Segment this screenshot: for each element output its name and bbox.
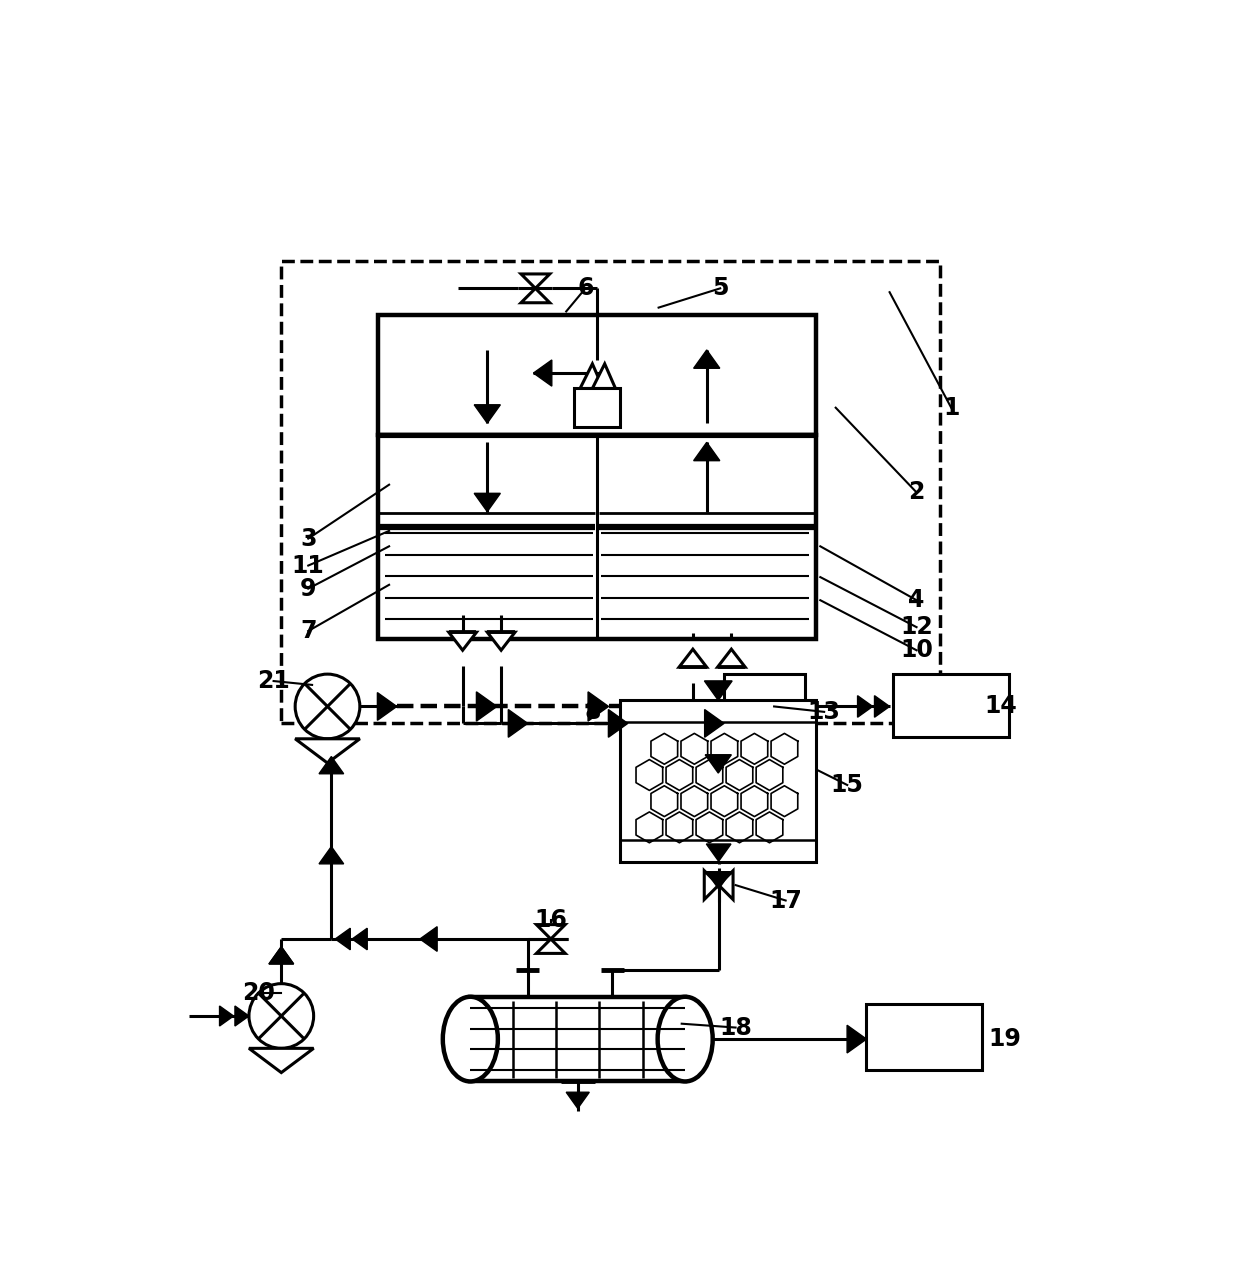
Text: 20: 20 [242, 980, 274, 1005]
Polygon shape [319, 756, 343, 773]
Polygon shape [219, 1006, 233, 1027]
Polygon shape [706, 755, 732, 773]
Polygon shape [537, 940, 565, 954]
Polygon shape [593, 364, 615, 388]
Polygon shape [693, 349, 719, 369]
Polygon shape [874, 695, 889, 717]
Polygon shape [249, 1048, 314, 1073]
Polygon shape [335, 928, 350, 950]
Polygon shape [693, 443, 719, 461]
Polygon shape [474, 404, 501, 424]
FancyBboxPatch shape [377, 315, 816, 435]
Polygon shape [609, 709, 627, 737]
Text: 9: 9 [300, 577, 316, 600]
Polygon shape [377, 692, 397, 721]
Polygon shape [508, 709, 528, 737]
Polygon shape [295, 739, 360, 763]
Polygon shape [487, 632, 515, 650]
Text: 13: 13 [807, 700, 841, 724]
Ellipse shape [657, 997, 713, 1082]
Polygon shape [580, 364, 603, 388]
Text: 17: 17 [769, 888, 802, 913]
Text: 10: 10 [900, 639, 932, 662]
Text: 2: 2 [909, 480, 925, 504]
Polygon shape [588, 691, 609, 721]
Polygon shape [449, 632, 476, 650]
Text: 14: 14 [985, 695, 1018, 718]
FancyBboxPatch shape [867, 1005, 982, 1070]
Polygon shape [704, 681, 732, 700]
Polygon shape [521, 288, 549, 303]
Polygon shape [718, 649, 745, 667]
Text: 18: 18 [719, 1015, 751, 1039]
Polygon shape [521, 274, 549, 288]
Text: 6: 6 [577, 276, 594, 301]
Text: 11: 11 [291, 553, 325, 577]
FancyBboxPatch shape [894, 675, 1009, 737]
Polygon shape [269, 947, 294, 964]
Polygon shape [234, 1006, 249, 1027]
Polygon shape [858, 695, 873, 717]
Polygon shape [847, 1025, 867, 1053]
Polygon shape [319, 846, 343, 864]
Circle shape [249, 983, 314, 1048]
Polygon shape [533, 360, 552, 387]
Polygon shape [719, 870, 733, 900]
Circle shape [295, 675, 360, 739]
Polygon shape [707, 844, 730, 861]
Ellipse shape [443, 997, 498, 1082]
Text: 7: 7 [300, 620, 316, 643]
Text: 3: 3 [300, 526, 316, 550]
Polygon shape [474, 493, 501, 512]
Polygon shape [352, 928, 367, 950]
Polygon shape [476, 691, 497, 721]
Text: 4: 4 [909, 589, 925, 612]
Text: 8: 8 [585, 700, 601, 724]
FancyBboxPatch shape [470, 997, 686, 1082]
Text: 21: 21 [257, 669, 290, 692]
Polygon shape [567, 1092, 589, 1108]
Text: 16: 16 [534, 908, 567, 932]
Polygon shape [680, 649, 707, 667]
Polygon shape [704, 870, 719, 900]
FancyBboxPatch shape [724, 675, 805, 737]
Text: 19: 19 [988, 1027, 1022, 1051]
FancyBboxPatch shape [574, 388, 620, 428]
Polygon shape [537, 924, 565, 940]
FancyBboxPatch shape [620, 700, 816, 861]
Text: 12: 12 [900, 616, 932, 639]
FancyBboxPatch shape [377, 435, 816, 639]
Text: 1: 1 [942, 396, 960, 420]
Polygon shape [707, 872, 730, 888]
Polygon shape [420, 927, 438, 951]
Text: 5: 5 [712, 276, 728, 301]
Polygon shape [269, 947, 294, 964]
Text: 15: 15 [831, 773, 864, 797]
Polygon shape [704, 709, 724, 737]
